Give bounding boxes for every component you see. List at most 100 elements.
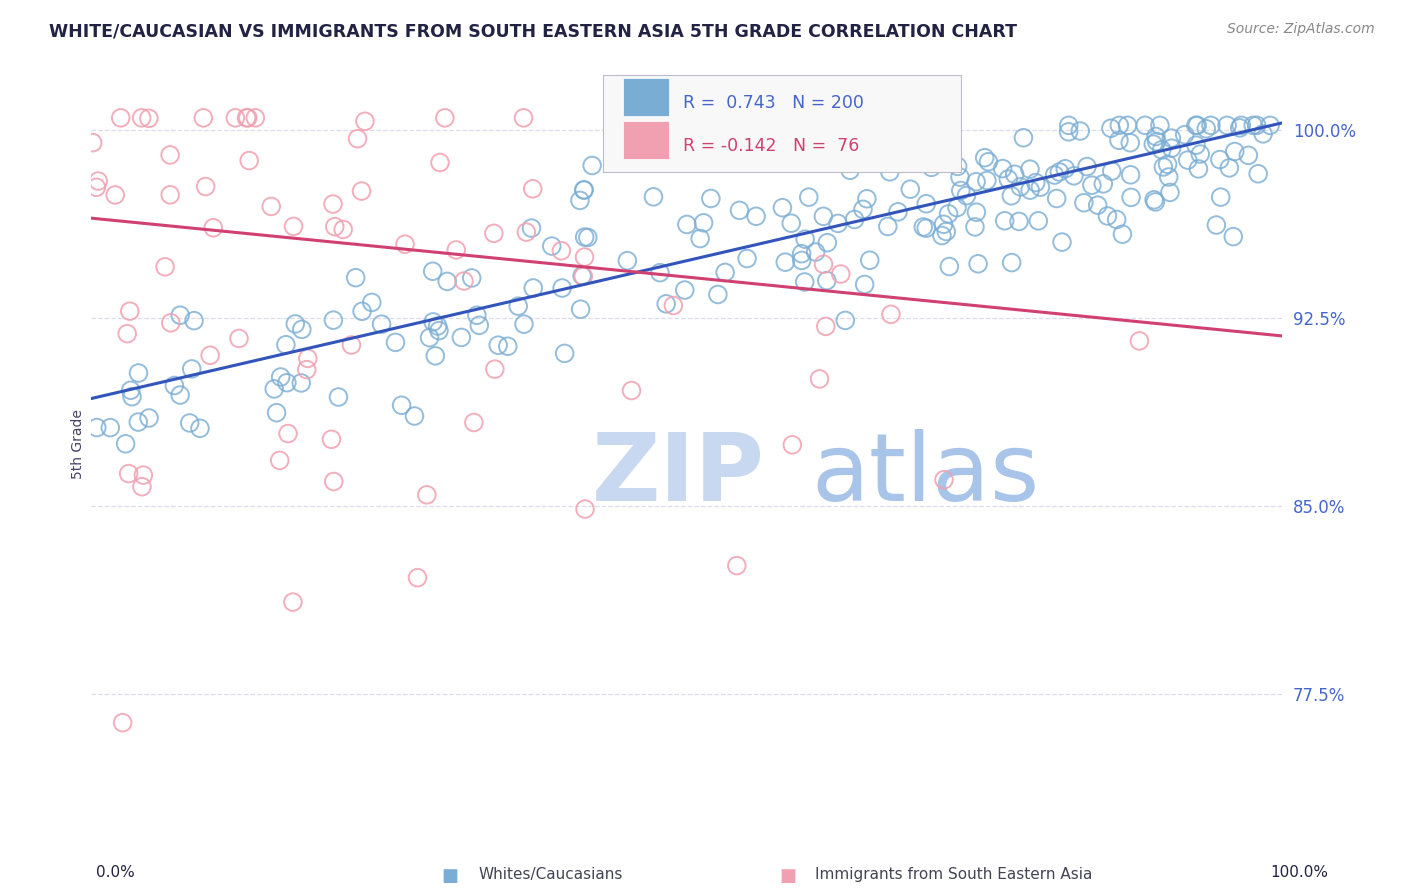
Point bbox=[1054, 161, 1077, 176]
Point bbox=[1195, 121, 1218, 136]
Point bbox=[692, 216, 714, 230]
Point bbox=[128, 366, 150, 380]
Point bbox=[793, 275, 815, 289]
Point bbox=[1092, 177, 1115, 191]
Point bbox=[770, 201, 793, 215]
Point bbox=[404, 409, 426, 423]
Point bbox=[1146, 135, 1168, 149]
Point bbox=[879, 165, 901, 179]
Point bbox=[86, 420, 108, 434]
Point bbox=[877, 119, 900, 133]
Point bbox=[977, 154, 1000, 169]
Point bbox=[794, 232, 817, 246]
Point bbox=[153, 260, 176, 274]
Point bbox=[915, 221, 938, 235]
Point bbox=[1105, 212, 1128, 227]
Point bbox=[1237, 148, 1260, 162]
Point bbox=[429, 155, 451, 169]
Point bbox=[159, 148, 181, 162]
Point bbox=[520, 221, 543, 235]
Point bbox=[827, 112, 849, 127]
Point bbox=[976, 173, 998, 187]
Point bbox=[236, 111, 259, 125]
Point bbox=[360, 295, 382, 310]
Point bbox=[912, 219, 935, 234]
Point bbox=[1205, 218, 1227, 232]
Point bbox=[967, 257, 990, 271]
Point bbox=[648, 266, 671, 280]
Point bbox=[1004, 167, 1026, 181]
Point bbox=[540, 239, 562, 253]
Point bbox=[1008, 214, 1031, 228]
Point bbox=[138, 411, 160, 425]
Point bbox=[332, 222, 354, 236]
Point bbox=[1063, 169, 1085, 183]
Point bbox=[290, 376, 312, 390]
Point bbox=[159, 187, 181, 202]
Point bbox=[576, 230, 599, 244]
Point bbox=[932, 473, 955, 487]
Point bbox=[1230, 119, 1253, 133]
Point bbox=[422, 315, 444, 329]
Point bbox=[354, 114, 377, 128]
Point bbox=[1187, 161, 1209, 176]
Point bbox=[183, 313, 205, 327]
Point bbox=[569, 302, 592, 317]
Point bbox=[228, 331, 250, 345]
Point bbox=[1209, 153, 1232, 167]
Text: Whites/Caucasians: Whites/Caucasians bbox=[478, 867, 623, 882]
Point bbox=[131, 480, 153, 494]
Point bbox=[915, 196, 938, 211]
Point bbox=[568, 194, 591, 208]
Point bbox=[834, 313, 856, 327]
Point bbox=[1047, 165, 1070, 179]
Point bbox=[1185, 119, 1208, 133]
Point bbox=[370, 317, 392, 331]
Point bbox=[416, 488, 439, 502]
Point bbox=[1128, 334, 1150, 348]
Point bbox=[813, 210, 835, 224]
Point bbox=[876, 219, 898, 234]
Point bbox=[468, 318, 491, 333]
Point bbox=[844, 212, 866, 227]
Point bbox=[551, 281, 574, 295]
Point bbox=[87, 174, 110, 188]
Point bbox=[1119, 136, 1142, 150]
Point bbox=[1223, 145, 1246, 159]
Point bbox=[616, 253, 638, 268]
Point bbox=[853, 277, 876, 292]
Point bbox=[1019, 162, 1042, 177]
Point bbox=[662, 298, 685, 312]
Point bbox=[1209, 190, 1232, 204]
Point bbox=[1057, 119, 1080, 133]
Point bbox=[935, 225, 957, 239]
Y-axis label: 5th Grade: 5th Grade bbox=[72, 409, 86, 479]
Point bbox=[797, 190, 820, 204]
Point bbox=[887, 204, 910, 219]
Point bbox=[1229, 120, 1251, 135]
Point bbox=[725, 558, 748, 573]
Point bbox=[1097, 209, 1119, 223]
Point bbox=[508, 299, 530, 313]
Point bbox=[707, 287, 730, 301]
Point bbox=[284, 317, 307, 331]
Point bbox=[138, 112, 160, 126]
Point bbox=[574, 250, 596, 264]
Point bbox=[1156, 157, 1178, 171]
Point bbox=[120, 384, 142, 398]
Point bbox=[1143, 193, 1166, 207]
Point bbox=[997, 172, 1019, 186]
Point bbox=[949, 170, 972, 185]
Point bbox=[283, 219, 305, 234]
Point bbox=[775, 255, 797, 269]
Point bbox=[433, 111, 456, 125]
Point bbox=[422, 264, 444, 278]
Point bbox=[554, 346, 576, 360]
Point bbox=[266, 406, 288, 420]
Text: R =  0.743   N = 200: R = 0.743 N = 200 bbox=[683, 95, 863, 112]
Point bbox=[269, 453, 291, 467]
Point bbox=[735, 252, 758, 266]
Point bbox=[932, 217, 955, 231]
Point bbox=[1029, 180, 1052, 194]
Point bbox=[898, 182, 921, 196]
